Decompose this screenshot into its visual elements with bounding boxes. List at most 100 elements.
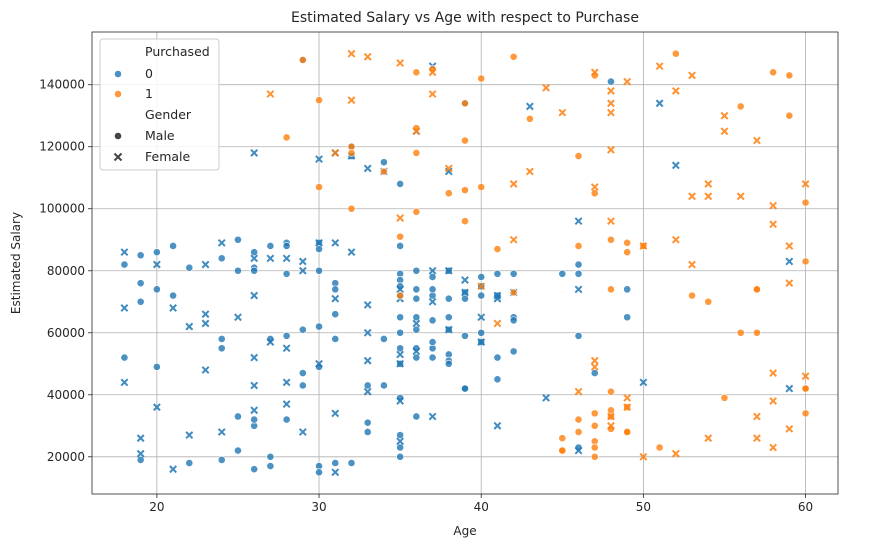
data-point-male-purchased-1 <box>623 238 632 247</box>
data-point-female-purchased-0 <box>542 393 550 402</box>
data-point-male-purchased-0 <box>412 325 421 334</box>
data-point-female-purchased-0 <box>363 300 372 309</box>
legend-style-title: Gender <box>145 107 192 122</box>
y-tick-label: 80000 <box>47 264 85 278</box>
data-point-male-purchased-0 <box>169 291 177 300</box>
data-point-male-purchased-0 <box>234 266 242 275</box>
data-point-male-purchased-1 <box>736 328 745 337</box>
data-point-female-purchased-0 <box>477 338 486 346</box>
data-point-female-purchased-1 <box>688 71 696 80</box>
data-point-female-purchased-1 <box>347 96 356 105</box>
data-point-female-purchased-0 <box>574 285 583 294</box>
data-point-male-purchased-1 <box>315 96 323 105</box>
data-point-female-purchased-1 <box>590 356 599 365</box>
data-points <box>120 49 810 477</box>
data-point-male-purchased-0 <box>234 446 242 455</box>
x-axis-label: Age <box>453 524 476 538</box>
data-point-male-purchased-1 <box>688 291 696 300</box>
legend-box <box>99 38 220 171</box>
data-point-female-purchased-0 <box>282 254 291 263</box>
data-point-male-purchased-0 <box>152 248 161 257</box>
data-point-male-purchased-0 <box>444 313 453 322</box>
data-point-female-purchased-0 <box>347 248 356 257</box>
data-point-female-purchased-1 <box>607 145 615 154</box>
data-point-female-purchased-1 <box>769 220 778 229</box>
data-point-male-purchased-1 <box>315 183 323 191</box>
data-point-male-purchased-0 <box>461 384 469 393</box>
data-point-female-purchased-1 <box>753 434 761 443</box>
data-point-female-purchased-0 <box>136 449 145 458</box>
data-point-female-purchased-1 <box>671 235 680 244</box>
data-point-female-purchased-0 <box>477 313 486 322</box>
data-point-male-purchased-0 <box>396 344 405 353</box>
data-point-male-purchased-1 <box>801 198 810 207</box>
data-point-male-purchased-0 <box>380 158 388 167</box>
data-point-female-purchased-0 <box>185 322 194 331</box>
data-point-male-purchased-1 <box>607 406 615 415</box>
data-point-female-purchased-0 <box>639 378 648 387</box>
chart-title: Estimated Salary vs Age with respect to … <box>291 10 639 26</box>
data-point-male-purchased-0 <box>558 269 567 278</box>
data-point-male-purchased-0 <box>428 353 437 362</box>
data-point-female-purchased-0 <box>315 155 323 164</box>
data-point-male-purchased-0 <box>412 285 421 294</box>
data-point-female-purchased-0 <box>250 149 259 157</box>
data-point-male-purchased-0 <box>331 459 340 467</box>
data-point-female-purchased-0 <box>185 431 194 439</box>
data-point-female-purchased-0 <box>785 384 794 393</box>
data-point-female-purchased-1 <box>477 282 486 291</box>
x-tick-label: 20 <box>149 500 164 514</box>
data-point-male-purchased-0 <box>298 325 307 334</box>
plot-frame <box>91 31 839 495</box>
data-point-male-purchased-0 <box>396 452 405 461</box>
legend: Purchased 0 1 Gender Male Female <box>99 38 220 171</box>
data-point-male-purchased-0 <box>574 269 583 278</box>
y-tick-label: 40000 <box>47 388 85 402</box>
data-point-female-purchased-0 <box>396 350 405 359</box>
data-point-female-purchased-0 <box>217 238 226 247</box>
data-point-female-purchased-0 <box>201 260 210 269</box>
data-point-male-purchased-1 <box>720 393 729 402</box>
data-point-female-purchased-1 <box>688 192 696 201</box>
data-point-female-purchased-1 <box>331 149 340 157</box>
data-point-female-purchased-0 <box>201 319 210 328</box>
data-point-male-purchased-0 <box>590 369 599 377</box>
data-point-female-purchased-0 <box>363 328 372 337</box>
data-point-female-purchased-1 <box>801 180 810 188</box>
data-point-female-purchased-0 <box>428 266 437 275</box>
data-point-female-purchased-1 <box>688 260 696 269</box>
data-point-male-purchased-0 <box>396 328 405 337</box>
data-point-male-purchased-0 <box>282 331 291 340</box>
data-point-male-purchased-1 <box>412 207 421 216</box>
data-point-male-purchased-0 <box>250 248 259 257</box>
data-point-male-purchased-1 <box>590 409 599 418</box>
data-point-male-purchased-0 <box>136 297 145 306</box>
data-point-female-purchased-0 <box>671 161 680 170</box>
data-point-female-purchased-1 <box>671 87 680 95</box>
data-point-female-purchased-1 <box>607 421 615 430</box>
data-point-male-purchased-1 <box>785 71 794 80</box>
data-point-female-purchased-0 <box>444 266 453 275</box>
data-point-male-purchased-1 <box>607 235 615 244</box>
data-point-female-purchased-1 <box>509 235 518 244</box>
data-point-male-purchased-0 <box>298 369 307 377</box>
y-tick-label: 100000 <box>39 202 85 216</box>
x-tick-label: 50 <box>636 500 651 514</box>
x-tick-label: 30 <box>311 500 326 514</box>
data-point-female-purchased-0 <box>266 338 275 346</box>
data-point-male-purchased-1 <box>655 443 664 452</box>
data-point-female-purchased-1 <box>396 214 405 222</box>
data-point-male-purchased-0 <box>396 242 405 250</box>
data-point-female-purchased-0 <box>493 421 502 430</box>
data-point-female-purchased-0 <box>525 102 534 111</box>
x-tick-label: 60 <box>798 500 813 514</box>
data-point-male-purchased-0 <box>266 452 275 461</box>
data-point-female-purchased-0 <box>444 325 453 334</box>
data-point-male-purchased-0 <box>185 459 194 467</box>
data-point-male-purchased-0 <box>623 313 632 322</box>
data-point-male-purchased-1 <box>412 68 421 77</box>
data-point-male-purchased-1 <box>298 56 307 64</box>
data-point-male-purchased-0 <box>315 266 323 275</box>
axis-ticks: 20 30 40 50 60 20000 40000 60000 80000 100000 1200… <box>39 78 813 514</box>
legend-hue-title: Purchased <box>145 44 210 59</box>
